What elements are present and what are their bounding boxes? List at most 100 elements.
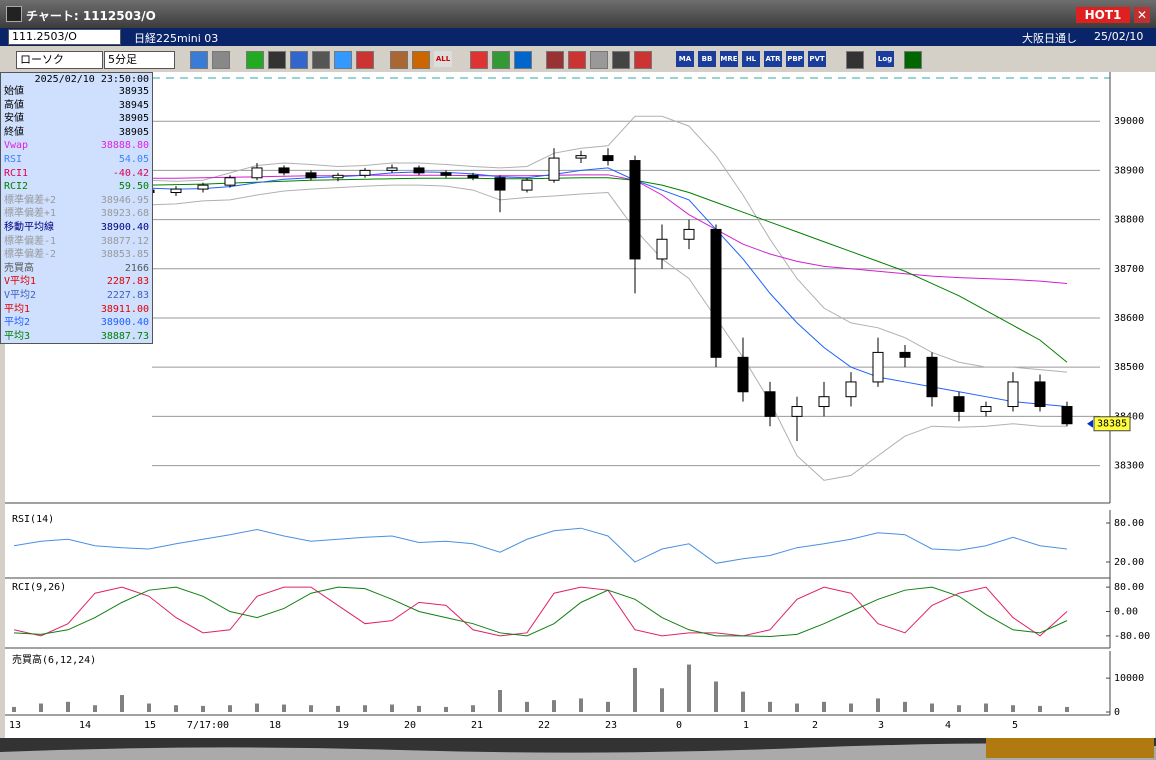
volume-bar — [849, 703, 853, 712]
tool-icon[interactable] — [904, 51, 922, 69]
info-row: 平均1 38911.00 — [4, 303, 149, 316]
tool-icon[interactable] — [634, 51, 652, 69]
volume-bar — [12, 706, 16, 712]
close-button[interactable]: ✕ — [1134, 7, 1150, 23]
volume-bar — [822, 701, 826, 712]
info-label: RCI2 — [4, 181, 29, 193]
candle-body — [197, 184, 209, 190]
indicator-line — [13, 177, 1068, 363]
x-tick-label: 15 — [144, 720, 156, 731]
candle-body — [575, 155, 587, 159]
volume-bar — [201, 705, 205, 712]
tool-text-icon[interactable]: MRE — [720, 51, 738, 67]
last-price: 38385 — [1097, 419, 1127, 430]
info-value: 38905 — [118, 113, 149, 125]
y-tick-label: 0 — [1114, 707, 1120, 718]
tool-icon[interactable] — [390, 51, 408, 69]
tool-text-icon[interactable]: PBP — [786, 51, 804, 67]
info-row: Vwap 38888.80 — [4, 139, 149, 152]
tool-icon[interactable] — [356, 51, 374, 69]
candle-body — [386, 167, 398, 171]
candle-body — [494, 177, 506, 191]
y-tick-label: 80.00 — [1114, 518, 1144, 529]
info-row: RCI1 -40.42 — [4, 167, 149, 180]
info-value: 38888.80 — [100, 140, 149, 152]
info-row: 標準偏差-1 38877.12 — [4, 235, 149, 248]
info-label: RSI — [4, 154, 23, 165]
tool-icon[interactable] — [470, 51, 488, 69]
volume-bar — [633, 667, 637, 712]
volume-bar — [768, 701, 772, 712]
info-row: 移動平均線 38900.40 — [4, 221, 149, 234]
tool-icon[interactable] — [212, 51, 230, 69]
candle-body — [683, 228, 695, 240]
tool-icon[interactable] — [290, 51, 308, 69]
tool-icon[interactable] — [412, 51, 430, 69]
candle-body — [359, 169, 371, 176]
info-label: 始値 — [4, 86, 24, 97]
info-value: 38905 — [118, 126, 149, 138]
tool-text-icon[interactable]: Log — [876, 51, 894, 67]
x-tick-label: 13 — [9, 720, 21, 731]
volume-bar — [795, 703, 799, 712]
tool-icon[interactable] — [846, 51, 864, 69]
tool-icon[interactable] — [612, 51, 630, 69]
info-value: 2287.83 — [106, 276, 149, 288]
candle-body — [278, 167, 290, 174]
y-tick-label: 20.00 — [1114, 557, 1144, 568]
tool-text-icon[interactable]: MA — [676, 51, 694, 67]
info-label: 高値 — [4, 99, 24, 111]
info-value: 38911.00 — [100, 303, 149, 315]
info-row: 売買高 2166 — [4, 262, 149, 275]
tool-text-icon[interactable]: ALL — [434, 51, 452, 67]
tool-text-icon[interactable]: ATR — [764, 51, 782, 67]
tool-icon[interactable] — [514, 51, 532, 69]
info-row: RCI2 59.50 — [4, 180, 149, 193]
tool-icon[interactable] — [590, 51, 608, 69]
candle-body — [1034, 381, 1046, 408]
volume-bar — [309, 705, 313, 712]
tool-icon[interactable] — [268, 51, 286, 69]
tool-icon[interactable] — [492, 51, 510, 69]
info-label: 終値 — [4, 126, 24, 138]
info-row: 高値 38945 — [4, 99, 149, 112]
candle-body — [1061, 406, 1073, 425]
candle-body — [305, 172, 317, 179]
tool-text-icon[interactable]: BB — [698, 51, 716, 67]
candle-body — [1007, 381, 1019, 408]
tool-text-icon[interactable]: PVT — [808, 51, 826, 67]
volume-bar — [930, 703, 934, 712]
interval-select[interactable]: 5分足 — [104, 51, 175, 69]
volume-bar — [1038, 705, 1042, 712]
volume-bar — [579, 698, 583, 712]
hot-button[interactable]: HOT1 — [1076, 7, 1130, 23]
info-label: V平均1 — [4, 276, 37, 288]
tool-icon[interactable] — [190, 51, 208, 69]
volume-bar — [93, 705, 97, 712]
session: 大阪日通し — [1022, 32, 1077, 45]
info-label: 平均1 — [4, 303, 31, 315]
symbol-select[interactable]: 111.2503/O — [8, 29, 121, 45]
info-label: Vwap — [4, 140, 29, 152]
panel-title: 売買高(6,12,24) — [12, 653, 96, 666]
tool-icon[interactable] — [568, 51, 586, 69]
navigator-window — [986, 738, 1154, 758]
tool-icon[interactable] — [312, 51, 330, 69]
panel-title: RSI(14) — [12, 514, 54, 525]
chart-type-select[interactable]: ローソク — [16, 51, 103, 69]
x-tick-label: 5 — [1012, 720, 1018, 731]
tool-text-icon[interactable]: HL — [742, 51, 760, 67]
tool-icon[interactable] — [334, 51, 352, 69]
volume-bar — [984, 703, 988, 712]
candle-body — [872, 351, 884, 383]
y-tick-label: 38900 — [1114, 165, 1144, 176]
tool-icon[interactable] — [546, 51, 564, 69]
symbol-bar: 111.2503/O 日経225mini 03 大阪日通し 25/02/10 — [0, 28, 1156, 46]
volume-bar — [228, 705, 232, 712]
panel-title: RCI(9,26) — [12, 582, 66, 593]
volume-bar — [255, 703, 259, 712]
window-title: チャート: 1112503/O — [26, 9, 156, 23]
x-tick-label: 21 — [471, 720, 483, 731]
tool-icon[interactable] — [246, 51, 264, 69]
volume-bar — [660, 688, 664, 712]
